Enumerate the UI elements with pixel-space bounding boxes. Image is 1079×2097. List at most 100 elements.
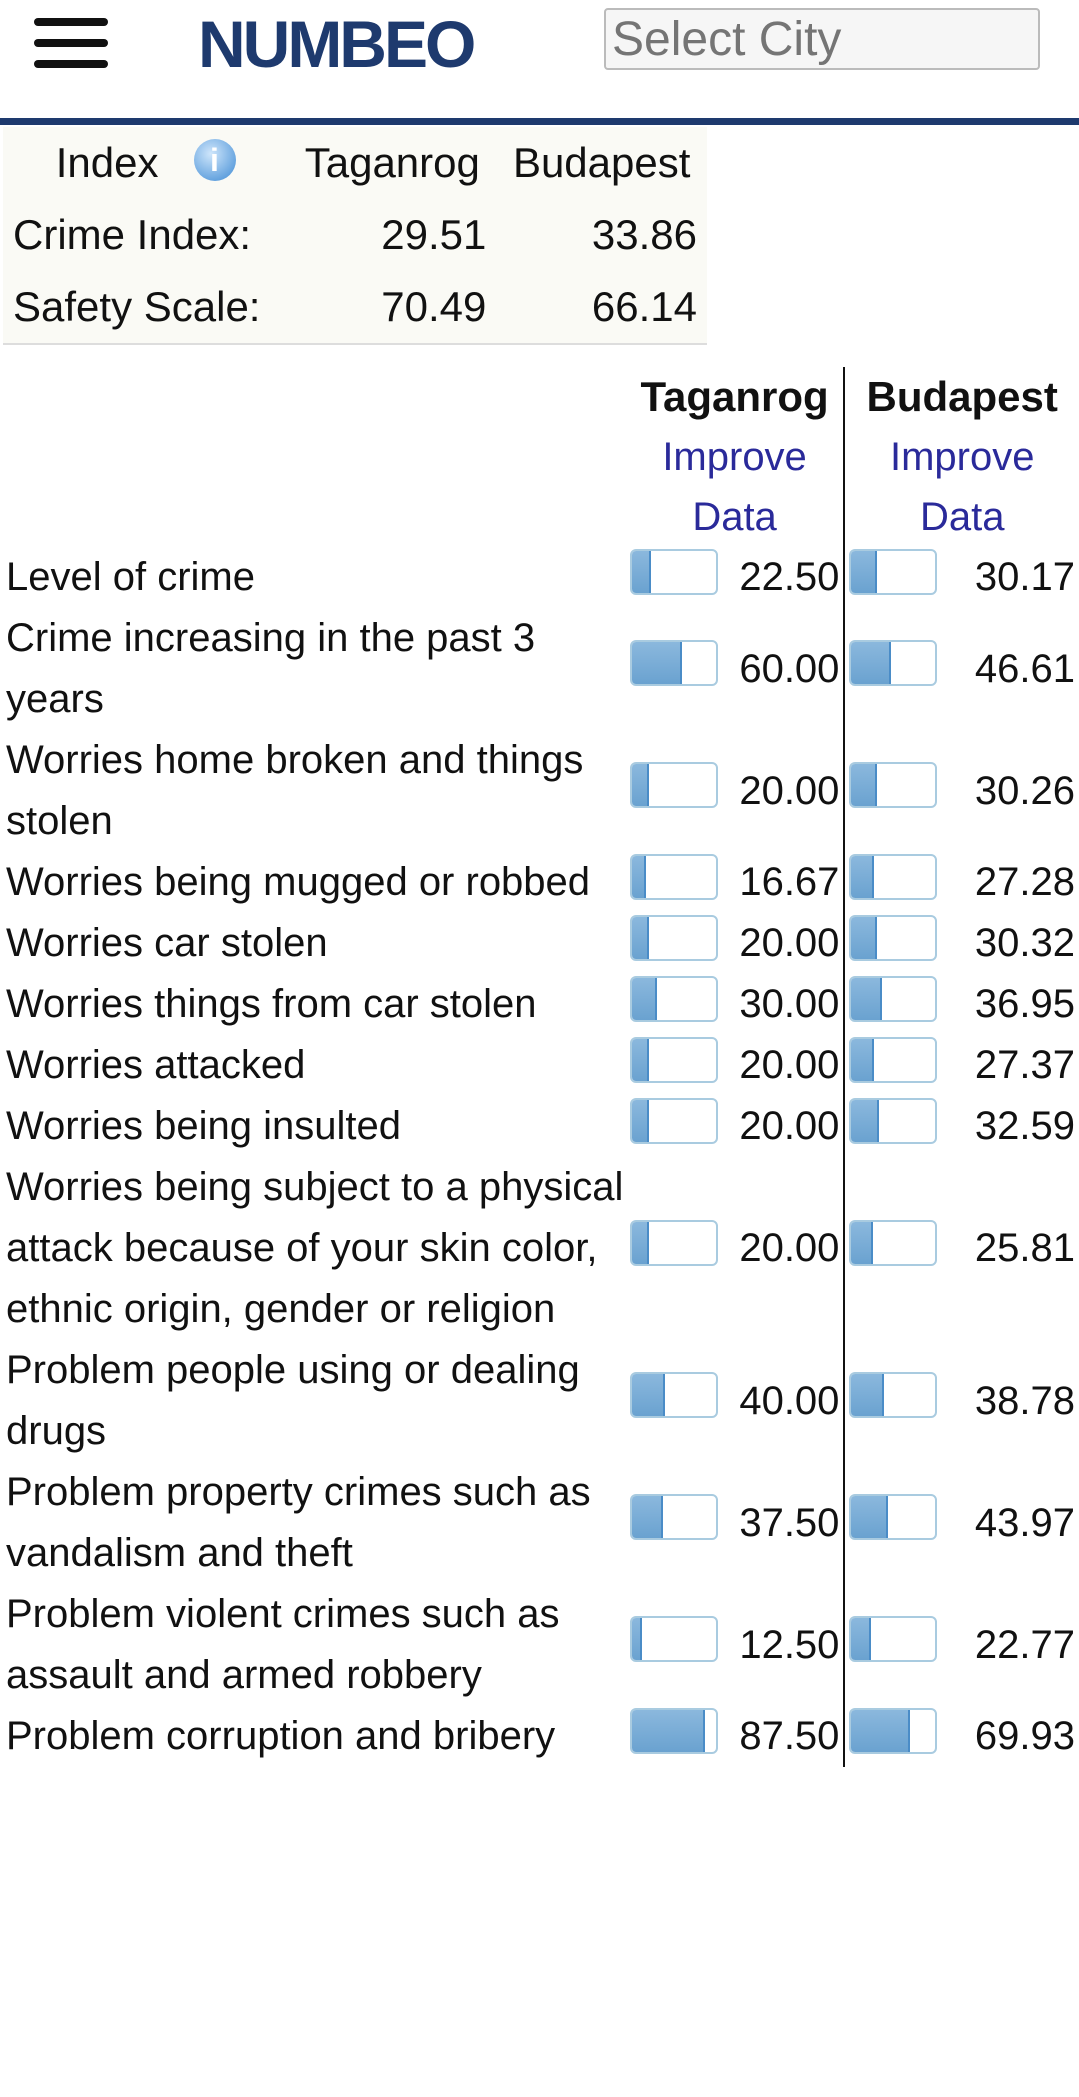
value-bar	[849, 853, 938, 900]
value-cell: 12.50	[626, 1615, 844, 1676]
value-cell: 36.95	[845, 974, 1079, 1035]
value-bar	[629, 1219, 718, 1266]
value-bar	[849, 1097, 938, 1144]
value-bar-fill	[631, 916, 649, 959]
value-bar-fill	[631, 1374, 666, 1416]
value-cell: 43.97	[845, 1493, 1079, 1554]
city-header: Taganrog	[625, 367, 846, 427]
table-row: Problem property crimes such as vandalis…	[0, 1462, 1079, 1584]
value-bar-fill	[851, 977, 883, 1020]
value-cell: 38.78	[845, 1371, 1079, 1432]
improve-data-link[interactable]: Improve Data	[625, 427, 846, 547]
value-cell: 30.26	[845, 761, 1079, 822]
row-label: Worries being mugged or robbed	[6, 860, 591, 904]
value-bar-fill	[631, 977, 657, 1020]
value: 25.81	[974, 1226, 1075, 1270]
row-label: Worries car stolen	[6, 921, 328, 965]
value-bar	[629, 1494, 718, 1540]
value: 70.49	[381, 283, 487, 330]
row-label: Worries being subject to a physical atta…	[6, 1165, 624, 1331]
value-bar-fill	[851, 855, 875, 898]
value-bar	[629, 1036, 718, 1083]
value-cell: 22.50	[626, 547, 844, 608]
value-bar	[629, 1097, 718, 1144]
value-cell: 25.81	[845, 1218, 1079, 1279]
value-bar-fill	[851, 1709, 911, 1752]
improve-data-link[interactable]: Improve Data	[889, 435, 1035, 539]
value-bar	[629, 548, 718, 595]
value-cell: 40.00	[626, 1371, 844, 1432]
value-cell: 20.00	[626, 761, 844, 822]
table-row: Worries car stolen 20.00 30.32	[0, 913, 1079, 974]
table-row: Level of crime 22.50 30.17	[0, 547, 1079, 608]
value-bar	[849, 1372, 938, 1418]
row-label: Level of crime	[6, 555, 255, 599]
select-city-input[interactable]	[604, 8, 1040, 70]
table-row: Problem violent crimes such as assault a…	[0, 1584, 1079, 1706]
value: 66.14	[591, 283, 697, 330]
row-label: Crime increasing in the past 3 years	[6, 616, 536, 721]
value-bar-fill	[851, 1221, 874, 1264]
value-bar-fill	[631, 1496, 664, 1538]
table-row: Worries home broken and things stolen 20…	[0, 730, 1079, 852]
value-bar	[629, 1707, 718, 1754]
value-bar-fill	[851, 1038, 875, 1081]
value-cell: 20.00	[626, 913, 844, 974]
hamburger-menu-icon[interactable]	[34, 18, 108, 70]
value-bar-fill	[631, 1038, 649, 1081]
table-row: Worries attacked 20.00 27.37	[0, 1035, 1079, 1096]
value: 22.77	[974, 1622, 1075, 1667]
value-cell: 16.67	[626, 852, 844, 913]
value: 29.51	[381, 211, 487, 258]
value: 36.95	[974, 982, 1075, 1026]
value: 40.00	[739, 1378, 840, 1423]
info-icon[interactable]: i	[193, 139, 236, 181]
value-bar	[629, 914, 718, 961]
value-bar	[849, 1616, 938, 1662]
value: 43.97	[974, 1500, 1075, 1545]
row-label: Problem corruption and bribery	[6, 1714, 556, 1758]
value-cell: 20.00	[626, 1035, 844, 1096]
value-bar-fill	[851, 1496, 889, 1538]
value-cell: 37.50	[626, 1493, 844, 1554]
value-bar-fill	[851, 642, 891, 684]
value-bar	[629, 1372, 718, 1418]
value-cell: 20.00	[626, 1218, 844, 1279]
value: 30.26	[974, 768, 1075, 813]
value-bar-fill	[851, 764, 877, 806]
value-bar	[629, 975, 718, 1022]
numbeo-logo[interactable]: NUMBEO	[198, 7, 476, 81]
value-bar-fill	[851, 1374, 884, 1416]
value-bar	[629, 762, 718, 808]
value: 20.00	[739, 768, 840, 813]
value: 20.00	[739, 1043, 840, 1087]
table-row: Worries being subject to a physical atta…	[0, 1157, 1079, 1340]
value-bar-fill	[631, 1618, 643, 1660]
value-bar	[629, 640, 718, 686]
value-bar	[849, 1707, 938, 1754]
value: 32.59	[974, 1104, 1075, 1148]
value-bar	[849, 975, 938, 1022]
value: 46.61	[974, 646, 1075, 691]
value-bar-fill	[631, 642, 683, 684]
value-bar	[849, 762, 938, 808]
city-header: Budapest	[512, 139, 691, 186]
value-bar-fill	[631, 1709, 706, 1752]
value-bar-fill	[631, 550, 651, 593]
table-row: Problem corruption and bribery 87.50 69.…	[0, 1706, 1079, 1767]
value: 30.00	[739, 982, 840, 1026]
value-bar	[849, 1494, 938, 1540]
row-label: Problem people using or dealing drugs	[6, 1348, 580, 1453]
value: 38.78	[974, 1378, 1075, 1423]
value: 60.00	[739, 646, 840, 691]
value-bar-fill	[851, 550, 877, 593]
value: 33.86	[591, 211, 697, 258]
index-summary-table: Index i Taganrog Budapest Crime Index: 2…	[3, 127, 707, 345]
row-label: Worries attacked	[6, 1043, 306, 1087]
table-row: Worries being insulted 20.00 32.59	[0, 1096, 1079, 1157]
value-cell: 27.37	[845, 1035, 1079, 1096]
value-bar	[629, 853, 718, 900]
index-header: Index i	[3, 127, 288, 199]
value-cell: 27.28	[845, 852, 1079, 913]
table-row: Problem people using or dealing drugs 40…	[0, 1340, 1079, 1462]
